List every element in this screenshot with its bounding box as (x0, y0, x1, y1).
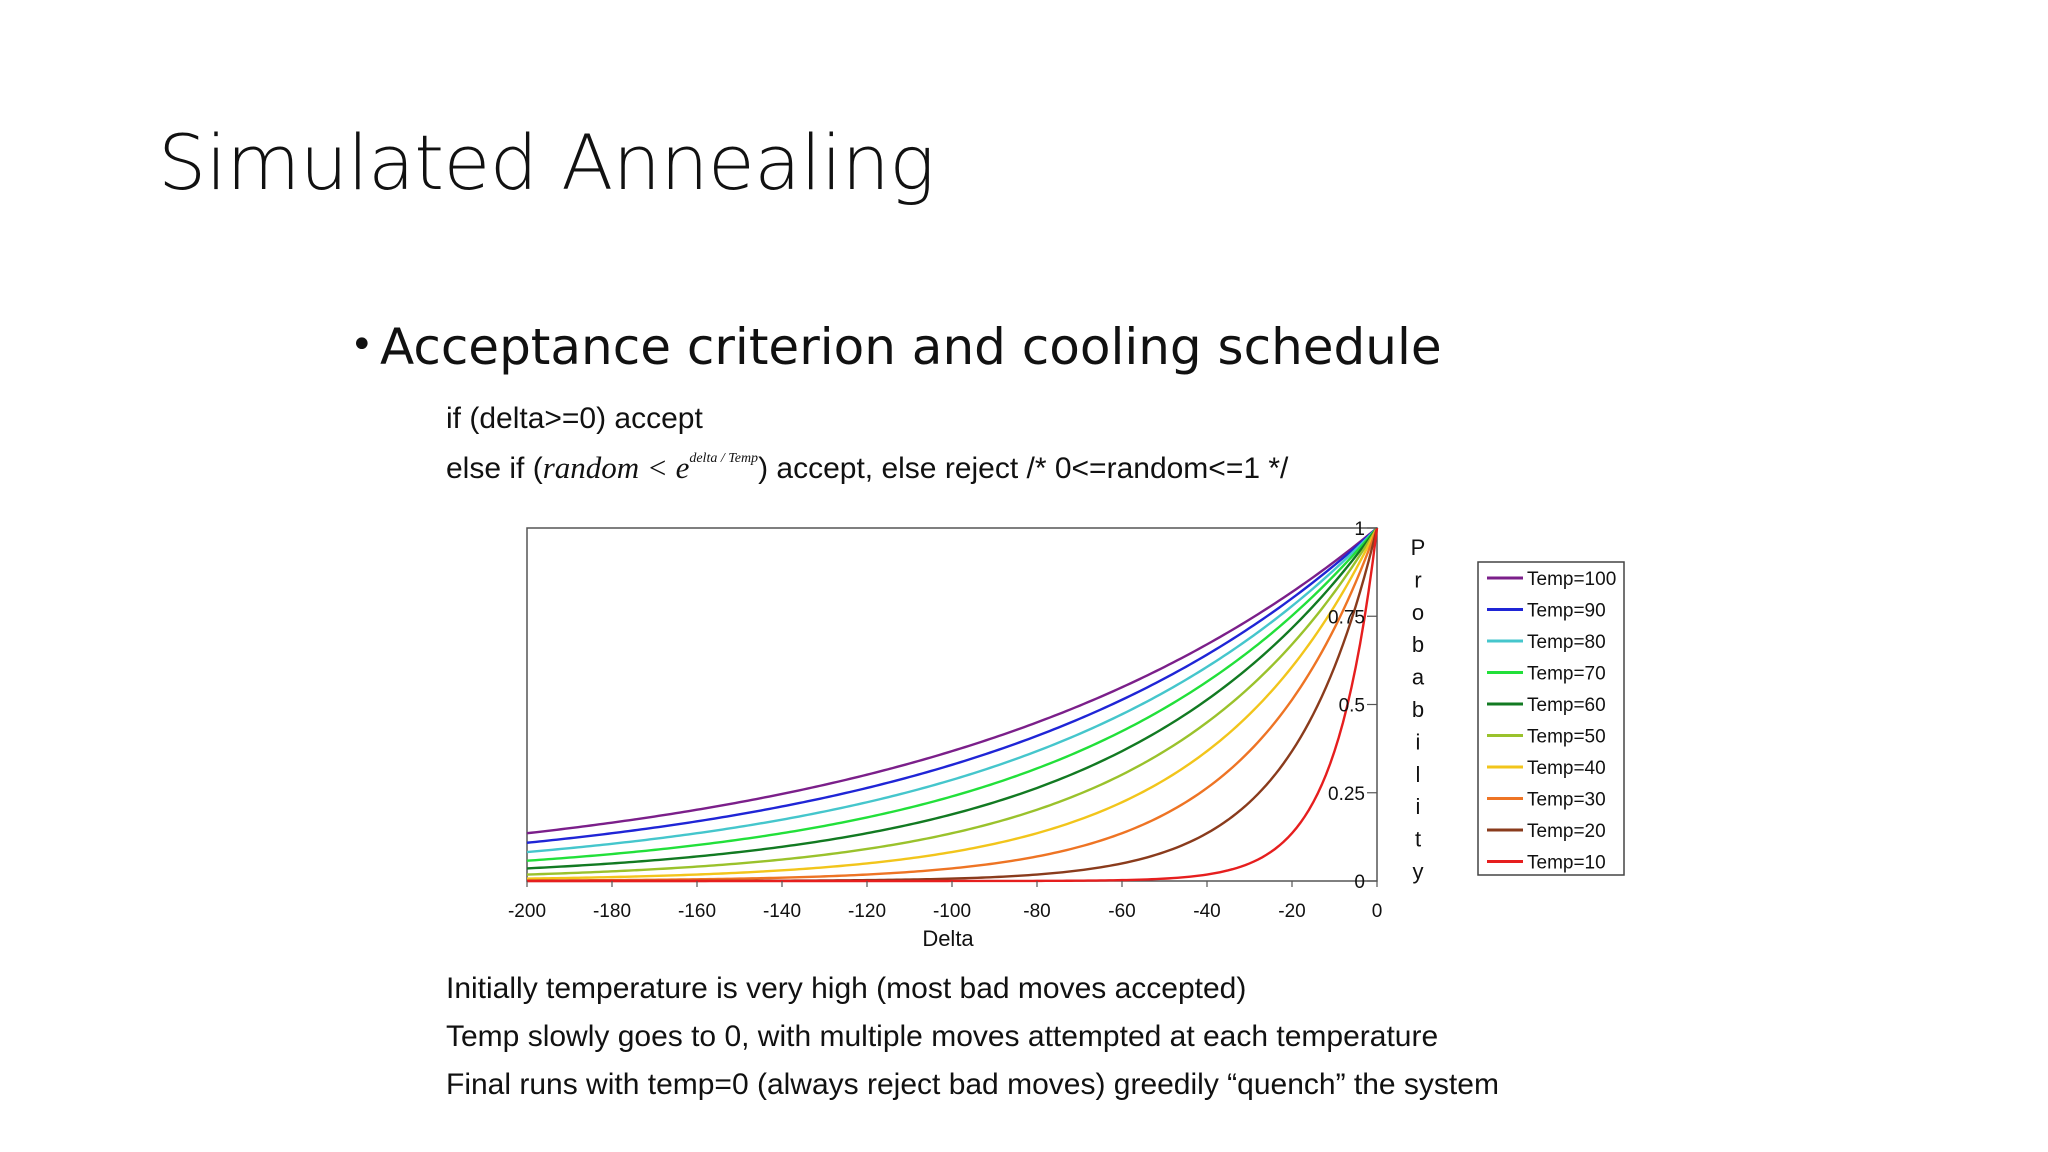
legend-label: Temp=50 (1527, 727, 1606, 748)
legend-label: Temp=10 (1527, 853, 1606, 874)
bullet-point: • Acceptance criterion and cooling schedu… (350, 318, 1442, 376)
x-tick-label: -20 (1278, 901, 1305, 922)
criterion-math: random < e (542, 450, 690, 485)
x-tick-label: -140 (763, 901, 801, 922)
series-line-temp-100 (526, 527, 1378, 835)
series-line-temp-90 (526, 527, 1378, 844)
x-axis-label: Delta (922, 926, 974, 951)
y-tick-label: 0.25 (1328, 784, 1365, 805)
legend-label: Temp=40 (1527, 758, 1606, 779)
x-tick-label: -60 (1108, 901, 1135, 922)
x-tick-label: -160 (678, 901, 716, 922)
series-line-temp-50 (526, 527, 1379, 876)
series-line-temp-30 (526, 527, 1379, 882)
criterion-line-1: if (delta>=0) accept (446, 402, 703, 435)
bullet-text: Acceptance criterion and cooling schedul… (380, 318, 1442, 376)
series-line-temp-40 (526, 527, 1379, 880)
y-tick-label: 0 (1354, 872, 1365, 893)
x-tick-label: -80 (1023, 901, 1050, 922)
x-tick-label: -200 (508, 901, 546, 922)
series-line-temp-70 (526, 527, 1378, 862)
plot-area-frame (526, 527, 1378, 882)
y-tick-label: 0.75 (1328, 607, 1365, 628)
legend-label: Temp=20 (1527, 821, 1606, 842)
x-tick-label: 0 (1372, 901, 1383, 922)
legend-label: Temp=100 (1527, 569, 1616, 590)
y-tick-label: 0.5 (1339, 696, 1365, 717)
legend-label: Temp=60 (1527, 695, 1606, 716)
slide-title: Simulated Annealing (158, 118, 935, 207)
legend-box (1477, 561, 1625, 876)
series-line-temp-10 (527, 527, 1379, 883)
criterion-suffix: ) accept, else reject /* 0<=random<=1 */ (758, 452, 1289, 485)
series-line-temp-80 (526, 527, 1378, 854)
criterion-line-2: else if (random < edelta / Temp) accept,… (446, 450, 1288, 486)
note-line-2: Temp slowly goes to 0, with multiple mov… (446, 1020, 1439, 1053)
criterion-exponent: delta / Temp (689, 451, 759, 466)
legend-label: Temp=90 (1527, 601, 1606, 622)
y-axis-label: Probability (1411, 535, 1426, 884)
x-tick-label: -120 (848, 901, 886, 922)
x-tick-label: -100 (933, 901, 971, 922)
x-tick-label: -180 (593, 901, 631, 922)
y-tick-label: 1 (1354, 519, 1365, 540)
legend-label: Temp=30 (1527, 790, 1606, 811)
criterion-prefix: else if ( (446, 452, 543, 485)
series-line-temp-60 (526, 527, 1378, 870)
bullet-dot-icon: • (350, 322, 374, 368)
note-line-1: Initially temperature is very high (most… (446, 972, 1247, 1005)
x-tick-label: -40 (1193, 901, 1220, 922)
legend-label: Temp=80 (1527, 632, 1606, 653)
legend-label: Temp=70 (1527, 664, 1606, 685)
note-line-3: Final runs with temp=0 (always reject ba… (446, 1068, 1499, 1101)
